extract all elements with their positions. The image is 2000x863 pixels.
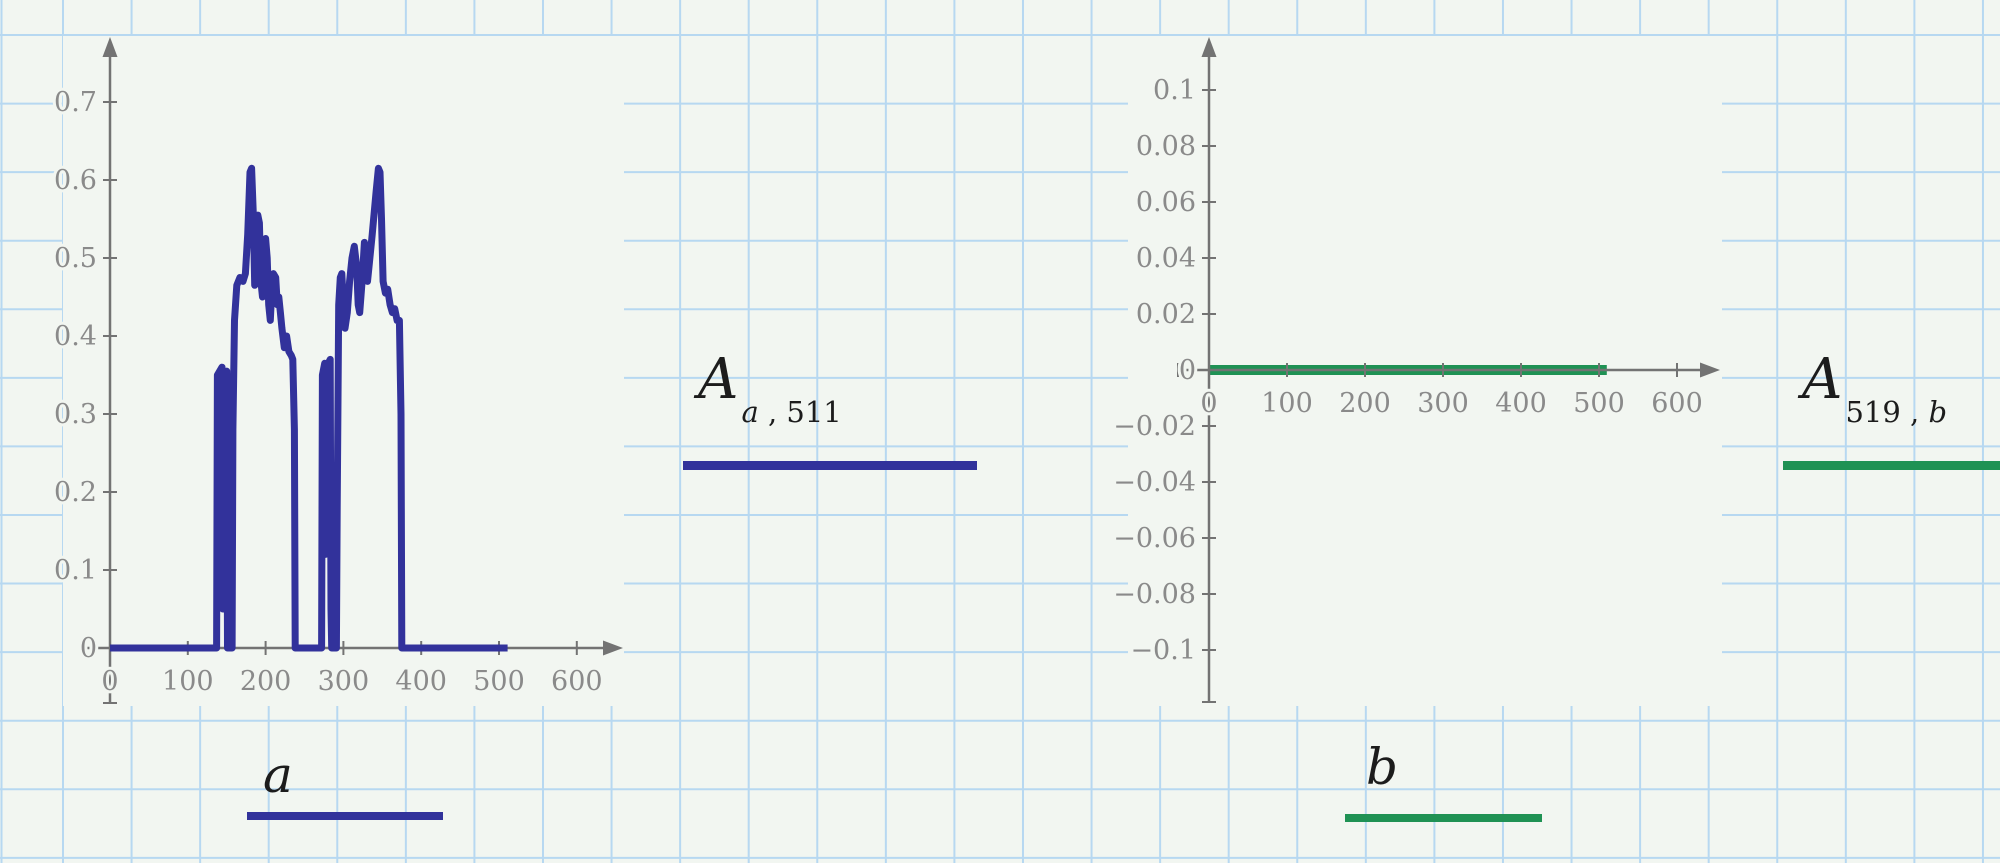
variable-a-underline	[247, 812, 443, 820]
y-tick-label: 0.1	[1153, 75, 1196, 106]
y-tick-label: 0	[1179, 355, 1196, 386]
x-tick-label: 300	[1417, 388, 1469, 419]
x-tick-label: 300	[318, 666, 370, 697]
subscript-index: , 511	[758, 395, 842, 429]
variable-b-text: b	[1366, 738, 1399, 796]
y-tick-label: 0.7	[54, 87, 97, 118]
x-tick-label: 200	[240, 666, 292, 697]
x-tick-label: 100	[1261, 388, 1313, 419]
plot-background	[63, 36, 624, 706]
x-tick-label: 100	[162, 666, 214, 697]
y-tick-label: 0.3	[54, 399, 97, 430]
subscript-var: b	[1928, 395, 1948, 429]
x-tick-label: 500	[1573, 388, 1625, 419]
y-tick-label: 0.6	[54, 165, 97, 196]
variable-label-b: b	[1366, 742, 1398, 792]
x-tick-label: 400	[395, 666, 447, 697]
x-tick-label: 600	[1651, 388, 1703, 419]
matrix-label-a-511-main: A	[698, 347, 739, 412]
matrix-label-519-b: A 519 , b	[1802, 347, 1947, 427]
matrix-519-b-underline	[1783, 461, 2000, 470]
x-tick-label: 0	[101, 666, 118, 697]
x-axis-arrowhead	[1700, 362, 1720, 378]
y-tick-label: 0.2	[54, 477, 97, 508]
y-tick-label: 0.4	[54, 321, 97, 352]
variable-a-text: a	[263, 746, 293, 804]
y-tick-label: 0.5	[54, 243, 97, 274]
x-tick-label: 0	[1200, 388, 1217, 419]
variable-b-underline	[1345, 814, 1542, 822]
y-tick-label: 0.04	[1136, 243, 1196, 274]
y-tick-label: 0.1	[54, 555, 97, 586]
y-tick-label: 0.08	[1136, 131, 1196, 162]
series-a-curve	[110, 164, 508, 652]
x-tick-label: 200	[1339, 388, 1391, 419]
x-tick-label: 500	[473, 666, 525, 697]
subscript-index: 519 ,	[1845, 395, 1929, 429]
matrix-label-519-b-subscript: 519 , b	[1845, 398, 1947, 427]
matrix-a-511-underline	[683, 461, 977, 470]
matrix-label-519-b-main: A	[1802, 347, 1843, 412]
y-tick-label: 0.06	[1136, 187, 1196, 218]
y-axis-arrowhead	[1201, 37, 1217, 57]
y-tick-label: −0.08	[1113, 579, 1196, 610]
y-tick-label: 0	[80, 633, 97, 664]
variable-label-a: a	[263, 750, 293, 800]
y-tick-label: −0.04	[1113, 467, 1196, 498]
x-tick-label: 600	[551, 666, 603, 697]
y-tick-label: 0.02	[1136, 299, 1196, 330]
y-axis-arrowhead	[102, 37, 118, 57]
x-tick-label: 400	[1495, 388, 1547, 419]
y-tick-label: −0.06	[1113, 523, 1196, 554]
subscript-var: a	[741, 395, 759, 429]
y-tick-label: −0.1	[1130, 635, 1196, 666]
matrix-label-a-511-subscript: a , 511	[741, 398, 841, 427]
x-axis-arrowhead	[603, 640, 623, 656]
y-tick-label: −0.02	[1113, 411, 1196, 442]
